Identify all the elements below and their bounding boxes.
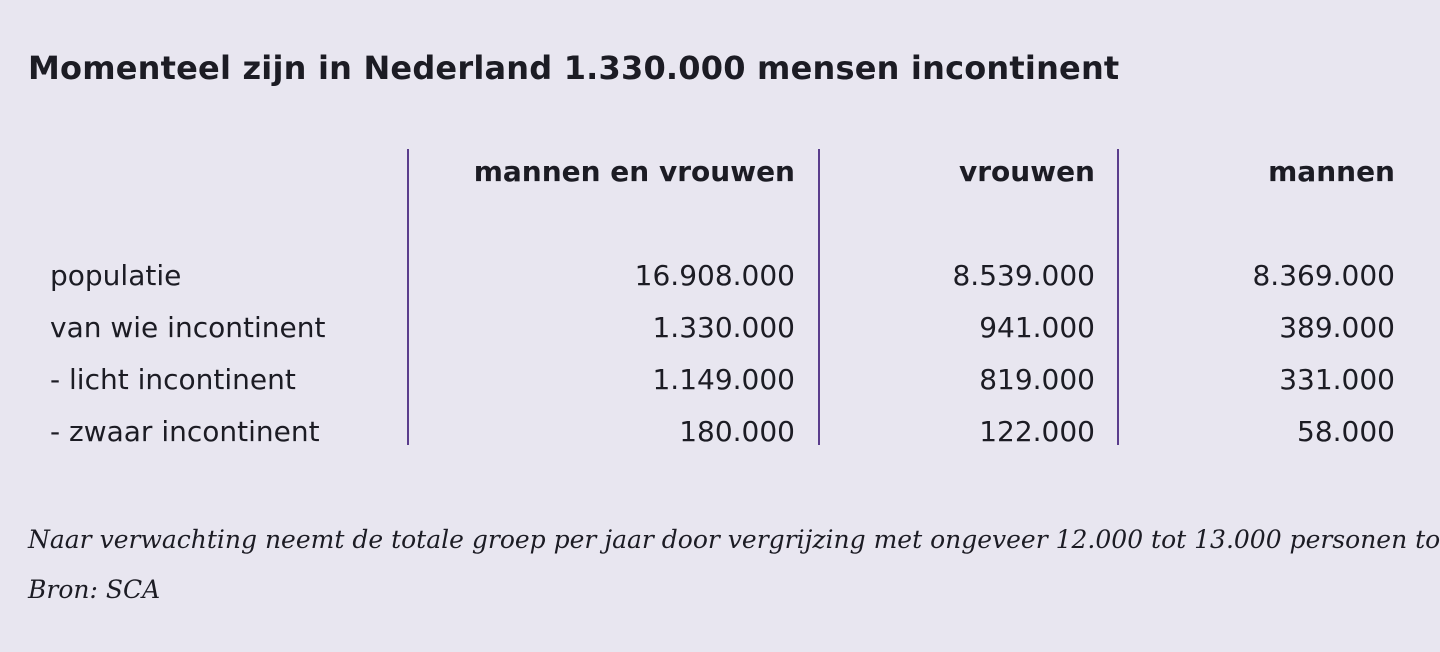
table-cell: 58.000: [1297, 415, 1395, 448]
table-cell: 941.000: [979, 311, 1095, 344]
row-label-populatie: populatie: [50, 259, 182, 292]
column-header-mannen-en-vrouwen: mannen en vrouwen: [473, 155, 795, 188]
column-divider-2: [818, 149, 820, 445]
column-header-mannen: mannen: [1268, 155, 1395, 188]
table-cell: 1.330.000: [652, 311, 795, 344]
table-cell: 8.369.000: [1252, 259, 1395, 292]
footnote: Naar verwachting neemt de totale groep p…: [28, 525, 1440, 554]
source-note: Bron: SCA: [28, 575, 161, 604]
row-label-licht-incontinent: - licht incontinent: [50, 363, 296, 396]
table-cell: 16.908.000: [634, 259, 795, 292]
column-divider-3: [1117, 149, 1119, 445]
column-header-vrouwen: vrouwen: [958, 155, 1095, 188]
table-cell: 1.149.000: [652, 363, 795, 396]
table-cell: 8.539.000: [952, 259, 1095, 292]
table-cell: 122.000: [979, 415, 1095, 448]
table-cell: 819.000: [979, 363, 1095, 396]
row-label-zwaar-incontinent: - zwaar incontinent: [50, 415, 320, 448]
row-label-van-wie-incontinent: van wie incontinent: [50, 311, 326, 344]
column-divider-1: [407, 149, 409, 445]
table-cell: 389.000: [1279, 311, 1395, 344]
table-cell: 180.000: [679, 415, 795, 448]
table-title: Momenteel zijn in Nederland 1.330.000 me…: [28, 49, 1120, 87]
table-cell: 331.000: [1279, 363, 1395, 396]
